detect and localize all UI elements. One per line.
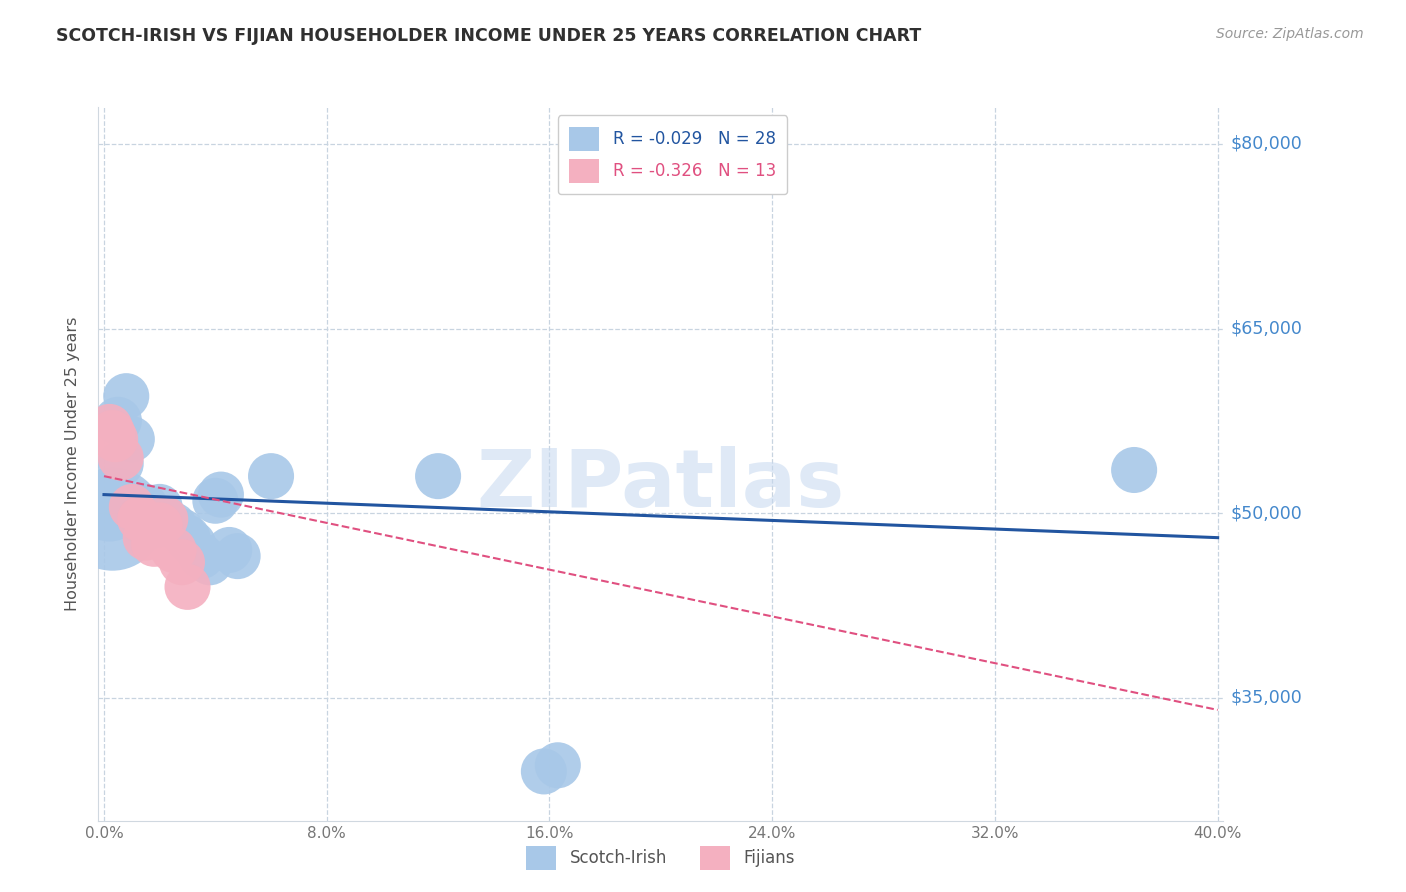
Point [155,512,177,526]
Text: SCOTCH-IRISH VS FIJIAN HOUSEHOLDER INCOME UNDER 25 YEARS CORRELATION CHART: SCOTCH-IRISH VS FIJIAN HOUSEHOLDER INCOM… [56,27,921,45]
Point [121,500,143,514]
Point [181,537,204,551]
Text: $35,000: $35,000 [1230,689,1302,706]
Text: $50,000: $50,000 [1230,504,1302,522]
Point [129,512,152,526]
Point [260,469,283,483]
Text: ZIPatlas: ZIPatlas [477,446,845,524]
Point [162,518,184,533]
Point [1123,463,1146,477]
Point [190,549,212,563]
Point [209,487,232,501]
Point [204,493,226,508]
Point [143,518,166,533]
Point [115,389,138,403]
Point [533,764,555,779]
Point [98,500,121,514]
Y-axis label: Householder Income Under 25 years: Householder Income Under 25 years [65,317,80,611]
Point [129,506,152,520]
Point [135,500,157,514]
Point [101,426,124,441]
Point [547,758,569,772]
Point [110,457,132,471]
Point [155,512,177,526]
Point [226,549,249,563]
Point [135,531,157,545]
Point [107,414,129,428]
Point [176,531,198,545]
Legend: Scotch-Irish, Fijians: Scotch-Irish, Fijians [520,839,801,877]
Point [149,500,172,514]
Text: Source: ZipAtlas.com: Source: ZipAtlas.com [1216,27,1364,41]
Point [98,420,121,434]
Point [104,432,127,446]
Point [176,580,198,594]
Point [170,555,193,569]
Point [143,537,166,551]
Point [127,512,149,526]
Text: $65,000: $65,000 [1230,319,1302,337]
Text: $80,000: $80,000 [1230,135,1302,153]
Point [427,469,450,483]
Point [96,487,118,501]
Point [170,524,193,539]
Point [162,543,184,558]
Point [101,512,124,526]
Point [110,450,132,465]
Point [149,518,172,533]
Point [218,543,240,558]
Point [121,432,143,446]
Point [198,555,221,569]
